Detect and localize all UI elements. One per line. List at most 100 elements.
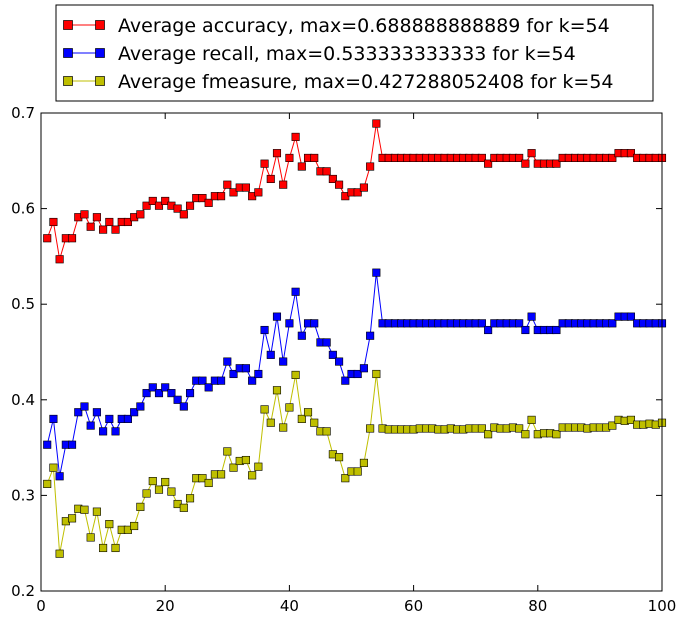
- data-point: [366, 424, 375, 433]
- data-point: [310, 153, 319, 162]
- data-point: [515, 153, 524, 162]
- data-point: [279, 180, 288, 189]
- data-point: [167, 389, 176, 398]
- data-point: [217, 470, 226, 479]
- data-point: [185, 389, 195, 398]
- data-point: [223, 357, 232, 366]
- legend-marker: [63, 20, 73, 30]
- data-point: [43, 440, 52, 449]
- data-point: [266, 418, 275, 427]
- data-point: [552, 325, 561, 335]
- data-point: [527, 415, 536, 424]
- data-point: [335, 357, 344, 366]
- data-point: [260, 405, 269, 414]
- data-point: [223, 180, 232, 189]
- data-point: [335, 180, 344, 189]
- y-tick-label: 0.5: [11, 295, 35, 313]
- data-point: [86, 222, 95, 231]
- data-point: [484, 159, 493, 168]
- data-point: [341, 376, 350, 385]
- data-point: [552, 159, 561, 168]
- data-point: [92, 408, 101, 417]
- data-point: [372, 268, 381, 277]
- data-point: [148, 477, 157, 486]
- series-2: [43, 268, 667, 481]
- data-point: [68, 514, 77, 523]
- data-point: [260, 325, 269, 335]
- data-point: [161, 383, 170, 392]
- x-tick-label: 0: [36, 597, 46, 615]
- legend-marker: [63, 48, 73, 58]
- data-point: [130, 521, 139, 531]
- data-point: [291, 370, 300, 379]
- data-point: [359, 458, 368, 467]
- data-point: [92, 507, 101, 516]
- data-point: [49, 414, 58, 423]
- data-point: [297, 162, 306, 171]
- data-point: [198, 376, 207, 385]
- data-point: [142, 389, 151, 398]
- data-point: [254, 188, 263, 197]
- legend-entry-3: Average fmeasure, max=0.427288052408 for…: [63, 71, 614, 93]
- data-point: [229, 369, 238, 379]
- data-point: [154, 389, 164, 398]
- data-point: [608, 153, 617, 162]
- data-point: [254, 369, 263, 379]
- data-point: [80, 210, 89, 219]
- data-point: [55, 472, 64, 481]
- legend-entry-2: Average recall, max=0.533333333333 for k…: [63, 43, 576, 65]
- data-point: [372, 369, 381, 379]
- data-point: [552, 430, 561, 439]
- legend-label: Average recall, max=0.533333333333 for k…: [118, 43, 576, 65]
- legend-marker: [63, 76, 73, 86]
- y-tick-label: 0.2: [11, 582, 35, 600]
- data-point: [260, 159, 269, 168]
- data-point: [310, 319, 319, 328]
- y-tick-label: 0.6: [11, 200, 35, 218]
- legend-label: Average accuracy, max=0.688888888889 for…: [118, 15, 610, 37]
- data-point: [279, 357, 288, 366]
- data-point: [43, 479, 52, 488]
- y-tick-label: 0.4: [11, 391, 35, 409]
- data-point: [148, 383, 157, 392]
- data-point: [353, 188, 362, 197]
- data-point: [279, 423, 288, 432]
- data-point: [608, 421, 617, 430]
- data-point: [229, 188, 238, 197]
- data-point: [241, 364, 250, 373]
- data-point: [248, 376, 257, 385]
- data-point: [130, 408, 139, 417]
- data-point: [123, 217, 132, 227]
- data-point: [359, 364, 368, 373]
- data-point: [92, 213, 101, 222]
- data-point: [285, 403, 294, 412]
- data-point: [241, 183, 250, 192]
- data-point: [359, 183, 368, 192]
- data-point: [99, 543, 108, 553]
- data-point: [353, 369, 362, 379]
- data-point: [179, 402, 188, 411]
- data-point: [80, 505, 89, 514]
- data-point: [266, 350, 275, 359]
- ticks-layer: 0 20 40 60 80 100 0.2 0.3 0.4 0.5 0.6 0.7: [11, 104, 676, 615]
- data-point: [111, 225, 120, 234]
- data-point: [291, 132, 300, 141]
- data-point: [372, 119, 381, 128]
- data-point: [335, 453, 344, 462]
- data-point: [229, 463, 238, 472]
- x-tick-label: 100: [648, 597, 677, 615]
- legend: Average accuracy, max=0.688888888889 for…: [55, 4, 654, 102]
- data-point: [272, 149, 282, 158]
- data-point: [74, 408, 83, 417]
- legend-label: Average fmeasure, max=0.427288052408 for…: [118, 71, 614, 93]
- data-point: [136, 210, 145, 219]
- data-point: [105, 414, 114, 423]
- data-point: [266, 174, 275, 184]
- data-point: [204, 383, 213, 392]
- data-point: [515, 319, 524, 328]
- data-point: [626, 149, 636, 158]
- data-point: [111, 427, 120, 436]
- data-point: [161, 196, 170, 205]
- data-point: [179, 503, 188, 512]
